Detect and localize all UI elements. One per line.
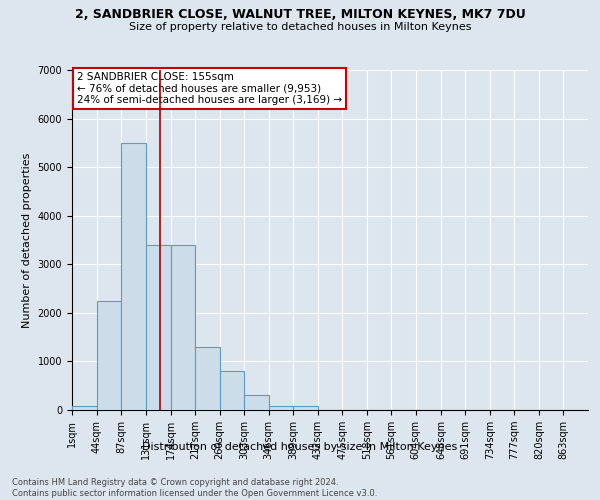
- Bar: [72, 406, 97, 410]
- Bar: [269, 406, 293, 410]
- Text: 2 SANDBRIER CLOSE: 155sqm
← 76% of detached houses are smaller (9,953)
24% of se: 2 SANDBRIER CLOSE: 155sqm ← 76% of detac…: [77, 72, 342, 105]
- Text: 2, SANDBRIER CLOSE, WALNUT TREE, MILTON KEYNES, MK7 7DU: 2, SANDBRIER CLOSE, WALNUT TREE, MILTON …: [74, 8, 526, 20]
- Bar: [293, 406, 318, 410]
- Bar: [121, 143, 146, 410]
- Bar: [146, 245, 170, 410]
- Bar: [97, 300, 121, 410]
- Bar: [244, 396, 269, 410]
- Text: Size of property relative to detached houses in Milton Keynes: Size of property relative to detached ho…: [129, 22, 471, 32]
- Bar: [220, 371, 244, 410]
- Text: Contains HM Land Registry data © Crown copyright and database right 2024.
Contai: Contains HM Land Registry data © Crown c…: [12, 478, 377, 498]
- Text: Distribution of detached houses by size in Milton Keynes: Distribution of detached houses by size …: [142, 442, 458, 452]
- Y-axis label: Number of detached properties: Number of detached properties: [22, 152, 32, 328]
- Bar: [195, 347, 220, 410]
- Bar: [170, 245, 195, 410]
